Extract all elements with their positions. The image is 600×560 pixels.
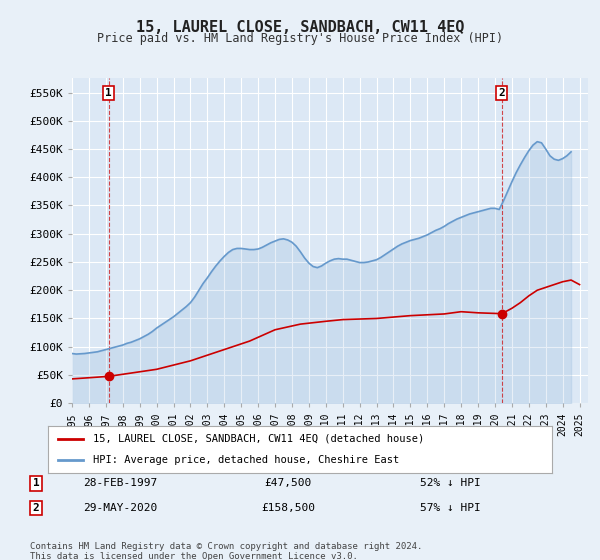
Text: Contains HM Land Registry data © Crown copyright and database right 2024.
This d: Contains HM Land Registry data © Crown c… [30,542,422,560]
Text: 1: 1 [105,88,112,98]
Text: 2: 2 [32,503,40,513]
Text: £158,500: £158,500 [261,503,315,513]
Text: 2: 2 [499,88,505,98]
Text: 15, LAUREL CLOSE, SANDBACH, CW11 4EQ: 15, LAUREL CLOSE, SANDBACH, CW11 4EQ [136,20,464,35]
Text: 57% ↓ HPI: 57% ↓ HPI [419,503,481,513]
Text: 28-FEB-1997: 28-FEB-1997 [83,478,157,488]
Text: 1: 1 [32,478,40,488]
Text: 29-MAY-2020: 29-MAY-2020 [83,503,157,513]
Text: HPI: Average price, detached house, Cheshire East: HPI: Average price, detached house, Ches… [94,455,400,465]
Text: Price paid vs. HM Land Registry's House Price Index (HPI): Price paid vs. HM Land Registry's House … [97,32,503,45]
Text: 52% ↓ HPI: 52% ↓ HPI [419,478,481,488]
Text: £47,500: £47,500 [265,478,311,488]
Text: 15, LAUREL CLOSE, SANDBACH, CW11 4EQ (detached house): 15, LAUREL CLOSE, SANDBACH, CW11 4EQ (de… [94,434,425,444]
